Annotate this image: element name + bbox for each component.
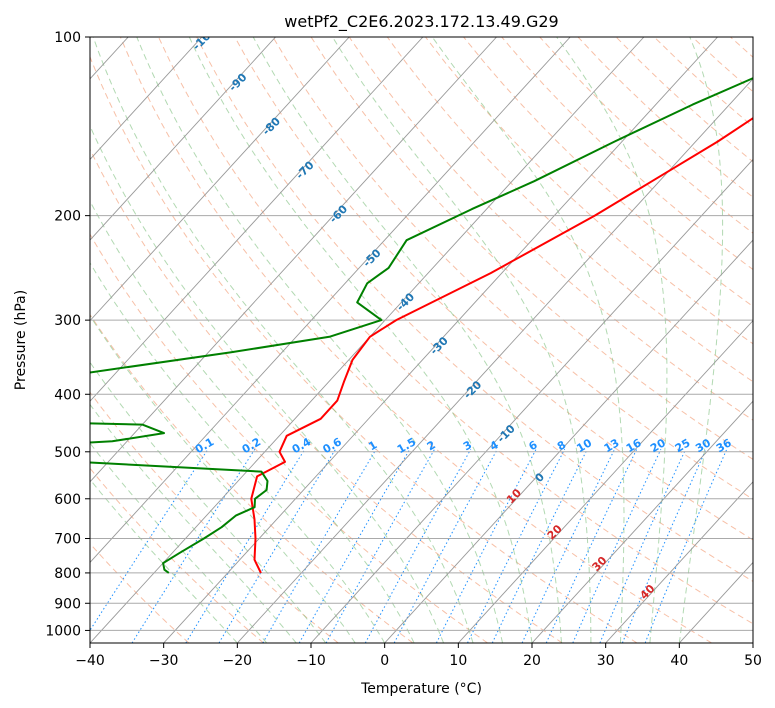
x-tick-label: −30 [149,653,179,669]
y-tick-label: 300 [54,313,81,329]
moist-adiabat [90,403,297,643]
x-tick-label: −10 [296,653,326,669]
y-tick-label: 800 [54,566,81,582]
chart-title: wetPf2_C2E6.2023.172.13.49.G29 [284,12,558,32]
mixing-ratio-line [572,448,662,643]
mixing-ratio-line [90,448,209,632]
y-tick-label: 700 [54,532,81,548]
profile-lines [90,77,753,574]
y-tick-label: 1000 [45,623,81,639]
x-tick-label: −20 [223,653,253,669]
dewpoint-profile-line [90,77,753,574]
x-tick-label: 50 [744,653,762,669]
moist-adiabat [90,124,445,643]
x-tick-label: 30 [597,653,615,669]
dry-adiabat [90,542,190,643]
mixing-ratio-line [185,448,306,643]
x-tick-label: 10 [449,653,467,669]
isotherm [605,481,753,643]
dry-adiabat [90,233,488,643]
moist-adiabat [332,37,592,643]
isotherm [90,37,497,483]
dry-adiabat [234,37,753,541]
temperature-profile-line [250,117,753,574]
isotherm [458,319,753,643]
background-lines [90,37,753,643]
y-tick-label: 900 [54,596,81,612]
x-axis-label: Temperature (°C) [360,681,482,697]
mixing-ratio-line [467,448,566,643]
x-axis-ticks: −40 −30 −20 −10 0 10 20 30 40 50 [75,643,762,669]
x-tick-label: 0 [380,653,389,669]
x-tick-label: 20 [523,653,541,669]
y-tick-label: 400 [54,387,81,403]
isotherm [531,400,753,643]
dry-adiabat [158,37,753,625]
moist-adiabat [678,37,724,643]
dry-adiabat [386,37,753,383]
y-axis-label: Pressure (hPa) [13,290,29,390]
dry-adiabat [272,37,753,500]
moist-adiabat [136,37,503,643]
y-tick-label: 600 [54,492,81,508]
mixing-ratio-line [393,448,498,643]
mixing-ratio-line [218,448,337,643]
x-tick-label: −40 [75,653,105,669]
y-tick-label: 500 [54,445,81,461]
dry-adiabat [119,37,712,643]
plot-frame [89,36,754,644]
isotherm [90,37,203,161]
isotherm [90,37,424,402]
moist-adiabat [92,37,474,643]
isotherm [90,37,276,241]
dry-adiabat [90,467,264,643]
dry-adiabat [90,55,638,643]
moist-adiabat [188,37,533,643]
isotherm [90,37,350,322]
moist-adiabat [90,314,356,643]
dry-adiabat [348,37,753,421]
isotherm [384,239,753,643]
x-tick-label: 40 [670,653,688,669]
mixing-ratio-line [435,448,537,643]
moist-adiabat [431,37,625,643]
mixing-ratio-line [262,448,377,643]
moist-adiabat [90,361,327,643]
y-tick-label: 200 [54,209,81,225]
mixing-ratio-line [298,448,411,643]
moist-adiabat [252,37,562,643]
isotherm [90,37,571,564]
mixing-ratio-line [545,448,638,643]
y-tick-label: 100 [54,30,81,46]
isotherm [237,78,753,643]
moist-adiabat [556,37,668,643]
isotherm [310,158,753,643]
grid-lines [90,37,753,643]
mixing-ratio-line [644,448,728,643]
dry-adiabat [90,148,563,643]
y-axis-ticks: 100 200 300 400 500 600 700 800 900 1000 [45,30,90,639]
moist-adiabat [90,261,386,643]
dry-adiabat [310,37,753,460]
